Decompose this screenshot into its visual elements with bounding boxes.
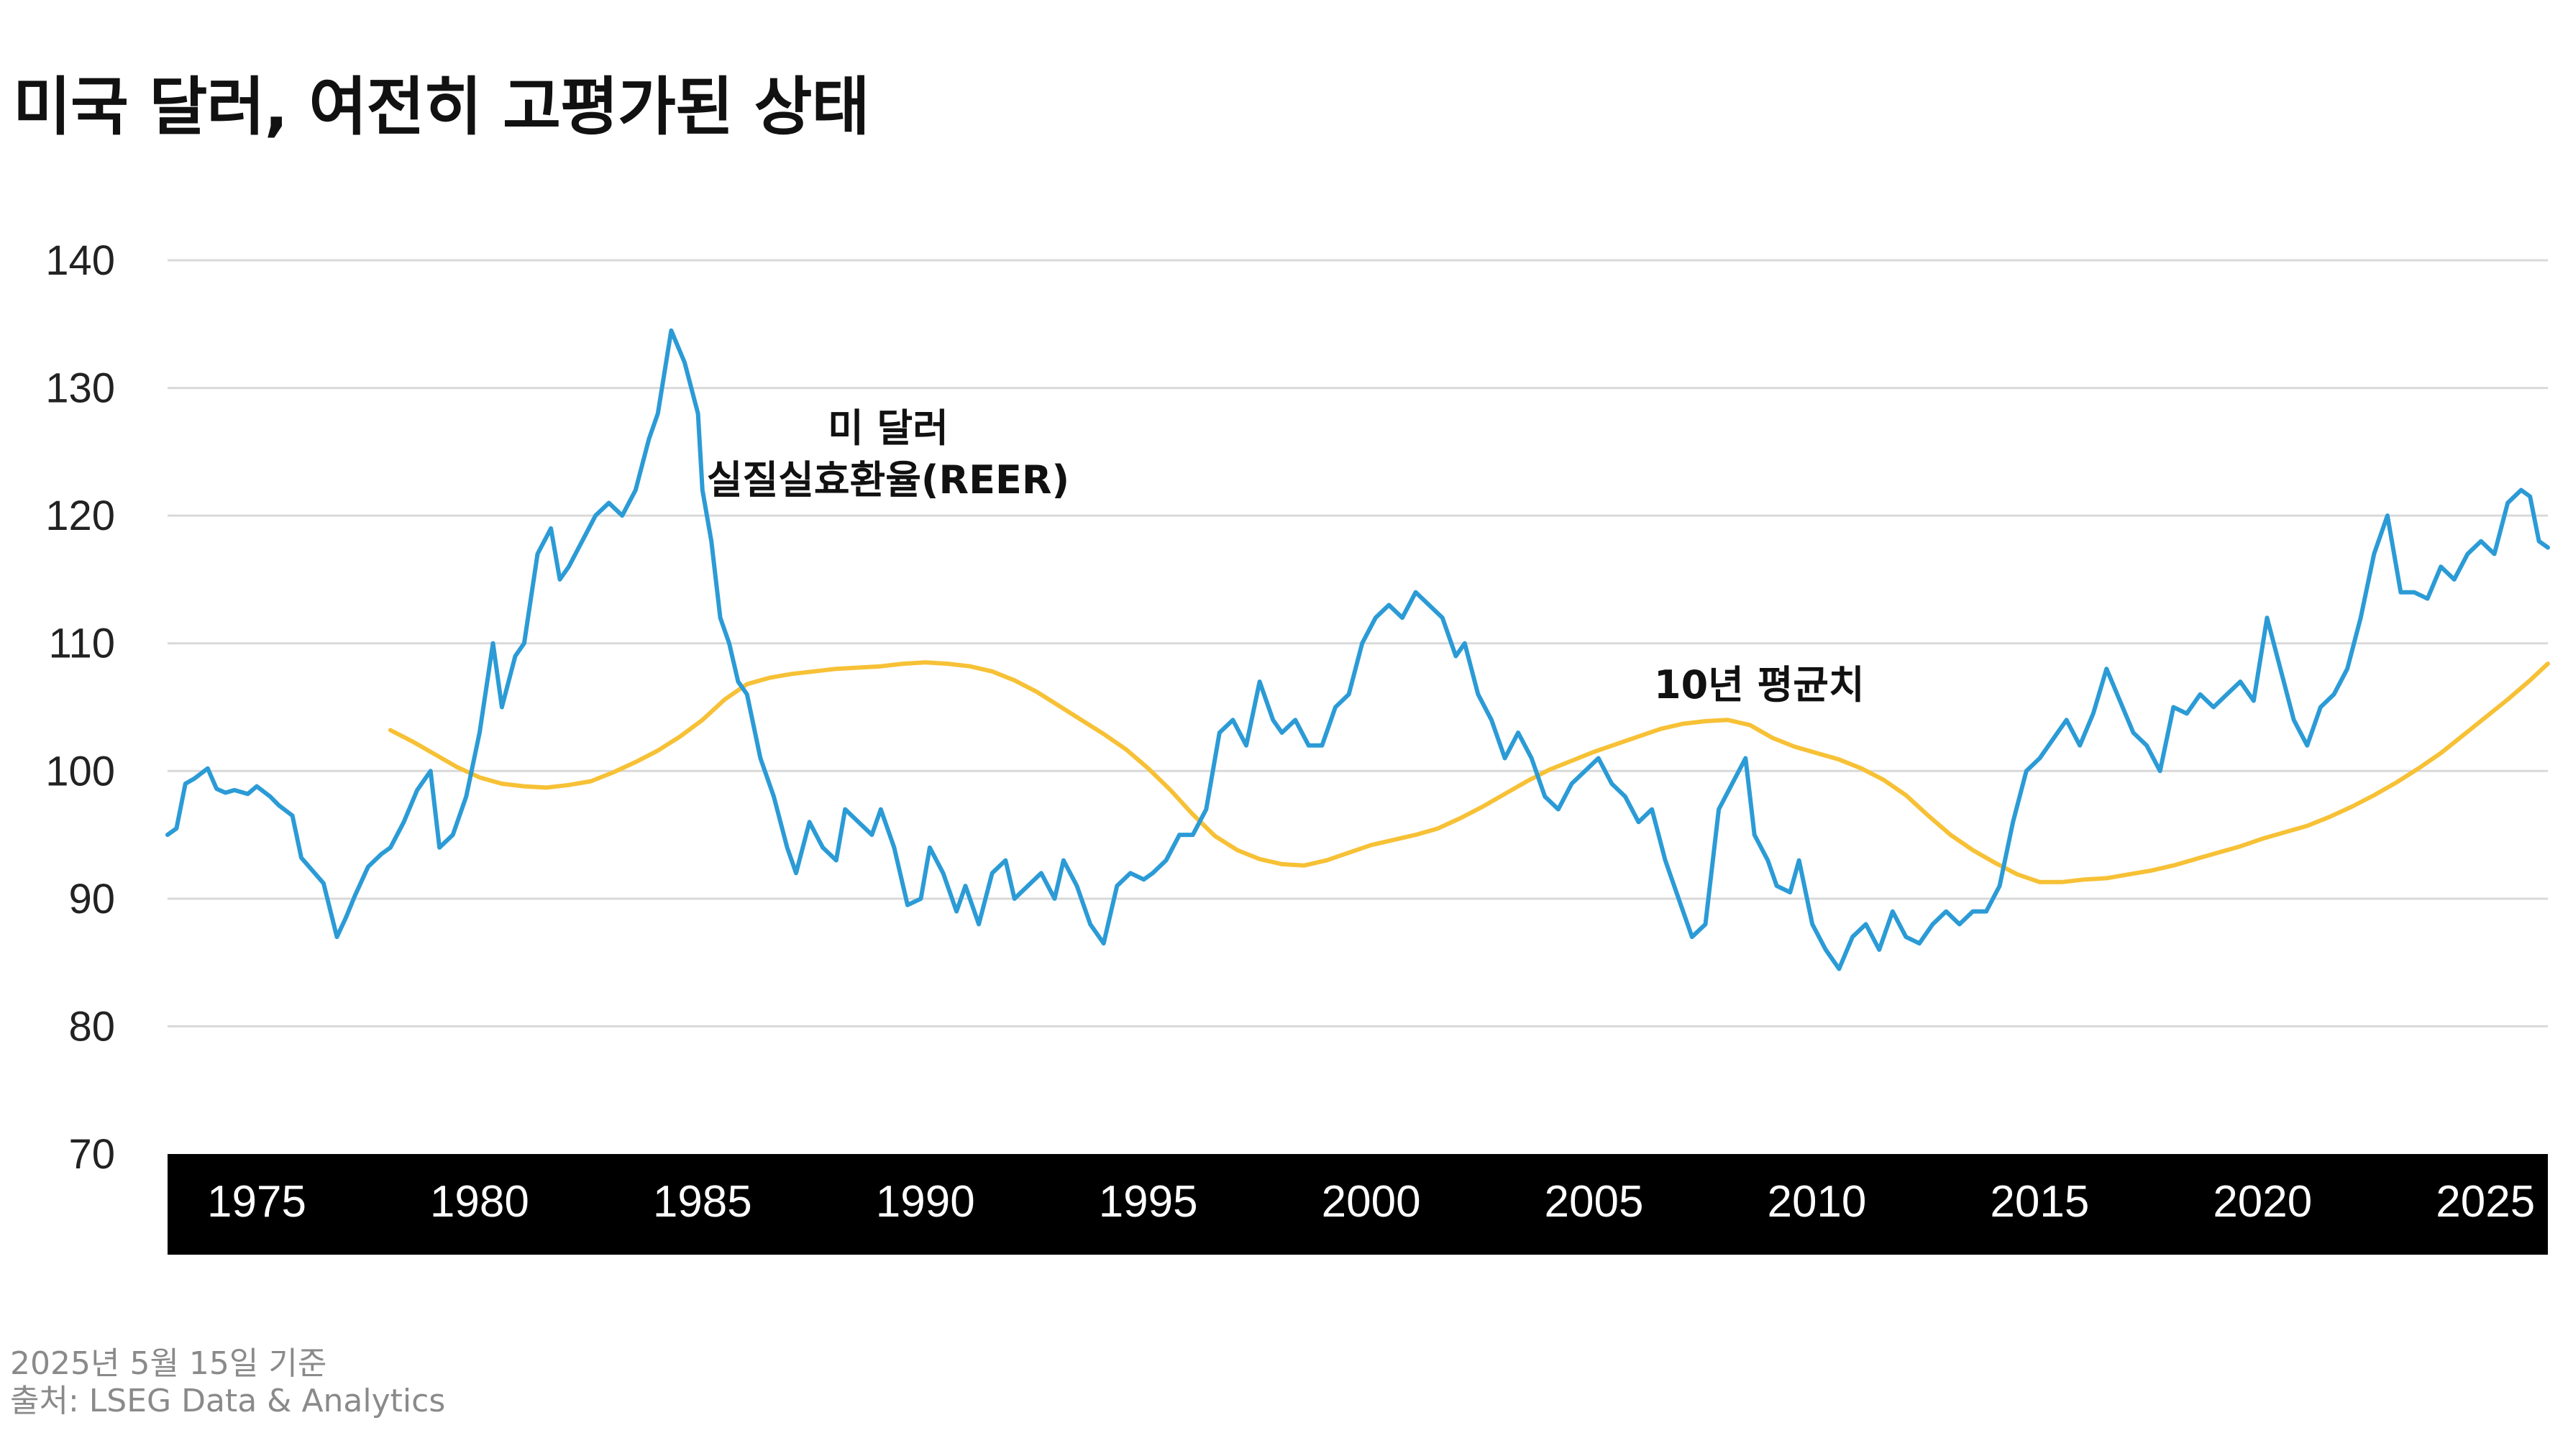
date-note: 2025년 5월 15일 기준 — [10, 1345, 327, 1382]
x-tick-label: 2020 — [2213, 1177, 2312, 1227]
reer-annotation-line1: 미 달러 — [828, 406, 949, 451]
y-tick-label: 100 — [45, 748, 115, 795]
x-tick-label: 2010 — [1767, 1177, 1866, 1227]
x-tick-label: 1995 — [1099, 1177, 1198, 1227]
x-tick-label: 2025 — [2436, 1177, 2535, 1227]
y-tick-label: 140 — [45, 237, 115, 284]
x-tick-label: 2015 — [1990, 1177, 2089, 1227]
x-axis-band — [168, 1154, 2548, 1255]
x-tick-label: 1985 — [653, 1177, 752, 1227]
average-annotation: 10년 평균치 — [1654, 662, 1865, 708]
x-axis-ticks: 1975 1980 1985 1990 1995 2000 2005 2010 2015 2020… — [207, 1177, 2535, 1227]
x-tick-label: 2000 — [1322, 1177, 1421, 1227]
y-tick-label: 90 — [68, 876, 115, 922]
series-lines — [165, 328, 2550, 971]
x-tick-label: 1980 — [430, 1177, 529, 1227]
source-note: 출처: LSEG Data & Analytics — [10, 1383, 446, 1419]
chart-title: 미국 달러, 여전히 고평가된 상태 — [13, 70, 869, 144]
reer-annotation-line2: 실질실효환율(REER) — [706, 457, 1070, 503]
y-axis-ticks: 140 130 120 110 100 90 80 70 — [45, 237, 115, 1178]
gridlines — [168, 259, 2548, 1027]
y-tick-label: 80 — [68, 1003, 115, 1050]
y-tick-label: 70 — [68, 1131, 115, 1178]
reer-series-line — [165, 328, 2550, 971]
x-tick-label: 1990 — [876, 1177, 975, 1227]
y-tick-label: 120 — [45, 493, 115, 539]
ten-year-average-line — [388, 660, 2550, 884]
y-tick-label: 110 — [49, 621, 115, 667]
x-tick-label: 2005 — [1545, 1177, 1644, 1227]
x-tick-label: 1975 — [207, 1177, 306, 1227]
y-tick-label: 130 — [45, 365, 115, 412]
reer-annotation: 미 달러 실질실효환율(REER) — [665, 403, 1111, 506]
